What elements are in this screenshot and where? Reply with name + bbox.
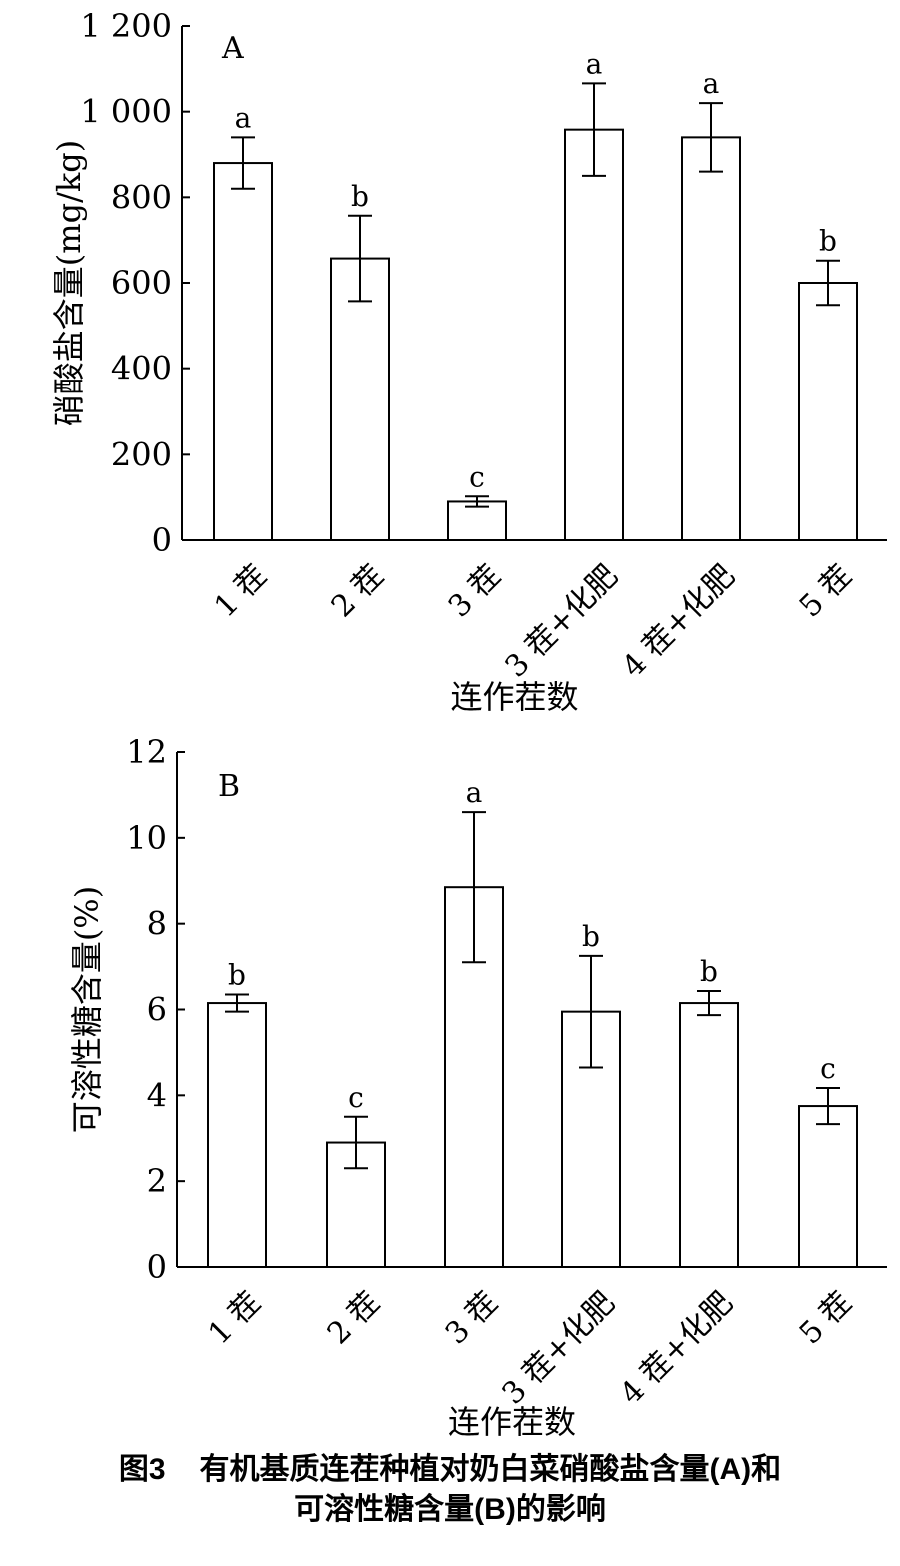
chart-a-y-tick-label: 200 (111, 435, 172, 473)
chart-b-y-tick-label: 10 (126, 819, 167, 857)
chart-a-x-tick-label: 5 茬 (793, 558, 859, 624)
chart-a-significance-letter: a (235, 101, 252, 134)
chart-a-x-tick-label: 1 茬 (208, 558, 274, 624)
chart-b-x-tick-label: 3 茬+化肥 (496, 1285, 622, 1411)
chart-a-bar (681, 136, 741, 541)
chart-a-y-axis-title: 硝酸盐含量(mg/kg) (50, 140, 88, 426)
chart-a-y-tick-label: 1 200 (80, 7, 172, 45)
chart-a-significance-letter: b (819, 225, 837, 258)
chart-b-significance-letter: a (466, 776, 483, 809)
caption-line-2: 可溶性糖含量(B)的影响 (294, 1493, 606, 1526)
chart-a-y-tick-label: 600 (111, 264, 172, 302)
chart-a-y-tick-label: 400 (111, 350, 172, 388)
chart-b-y-axis-title: 可溶性糖含量(%) (68, 886, 106, 1133)
chart-a-y-tick-label: 0 (152, 521, 172, 559)
chart-b-x-tick-label: 4 茬+化肥 (614, 1285, 740, 1411)
figure-caption: 图3 有机基质连茬种植对奶白菜硝酸盐含量(A)和 可溶性糖含量(B)的影响 (0, 1450, 900, 1530)
chart-b-x-tick-label: 3 茬 (439, 1285, 505, 1351)
chart-a-x-tick-label: 4 茬+化肥 (616, 558, 742, 684)
chart-b-significance-letter: c (820, 1052, 836, 1085)
chart-a-x-tick-label: 3 茬 (442, 558, 508, 624)
chart-a-significance-letter: a (703, 67, 720, 100)
caption-text-1: 有机基质连茬种植对奶白菜硝酸盐含量(A)和 (199, 1453, 782, 1486)
chart-a-significance-letter: a (586, 47, 603, 80)
caption-line-1: 图3 有机基质连茬种植对奶白菜硝酸盐含量(A)和 (0, 1450, 900, 1490)
chart-b-x-axis-title: 连作茬数 (448, 1403, 576, 1441)
chart-b-y-tick-label: 2 (147, 1162, 167, 1200)
chart-b-y-tick-label: 4 (147, 1076, 167, 1114)
chart-a-x-tick-label: 3 茬+化肥 (499, 558, 625, 684)
chart-b-y-tick-label: 0 (147, 1248, 167, 1286)
chart-a-bar (330, 257, 390, 541)
chart-b-panel-label: B (218, 769, 240, 804)
chart-b-bar (679, 1002, 739, 1268)
chart-b-x-tick-label: 5 茬 (793, 1285, 859, 1351)
chart-a-y-tick-label: 1 000 (80, 93, 172, 131)
chart-a-significance-letter: c (469, 460, 485, 493)
caption-number: 图3 (118, 1453, 166, 1486)
chart-a-bar (798, 282, 858, 541)
chart-b-y-tick-label: 8 (147, 905, 167, 943)
chart-b-significance-letter: b (582, 920, 600, 953)
chart-a-significance-letter: b (351, 180, 369, 213)
chart-a-y-tick-label: 800 (111, 178, 172, 216)
chart-b-significance-letter: c (348, 1081, 364, 1114)
chart-b-bar (798, 1105, 858, 1268)
chart-a-x-axis-title: 连作茬数 (450, 678, 578, 716)
chart-b-y-tick-label: 12 (126, 733, 167, 771)
chart-b-significance-letter: b (700, 955, 718, 988)
figure-charts: 0 200 400 600 800 1 000 1 200 a 1 茬 b 2 茬 c 3 茬 a 3 茬+… (50, 7, 887, 1441)
chart-b-bar (207, 1002, 267, 1268)
chart-a-bar (564, 128, 624, 541)
chart-a-x-tick-label: 2 茬 (325, 558, 391, 624)
chart-b-significance-letter: b (228, 958, 246, 991)
chart-b-x-tick-label: 1 茬 (202, 1285, 268, 1351)
chart-b-y-tick-label: 6 (147, 991, 167, 1029)
chart-a-panel-label: A (221, 31, 244, 66)
chart-a-bar (213, 162, 273, 541)
chart-b-x-tick-label: 2 茬 (321, 1285, 387, 1351)
